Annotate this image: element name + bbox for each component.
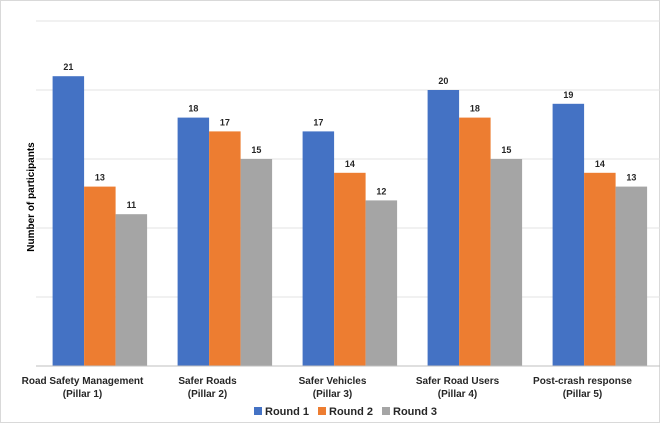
data-label: 17 bbox=[220, 117, 230, 127]
legend-label: Round 3 bbox=[393, 406, 437, 418]
category-label: (Pillar 5) bbox=[563, 389, 602, 400]
legend-item: Round 3 bbox=[382, 406, 437, 418]
bar bbox=[552, 103, 585, 367]
bar bbox=[84, 186, 116, 366]
legend-label: Round 1 bbox=[265, 406, 309, 418]
data-label: 14 bbox=[595, 159, 605, 169]
bar bbox=[459, 117, 491, 366]
data-label: 19 bbox=[563, 90, 573, 100]
y-axis-label: Number of participants bbox=[26, 142, 37, 252]
category-label: Post-crash response bbox=[533, 376, 632, 387]
legend-label: Round 2 bbox=[329, 406, 373, 418]
legend-swatch bbox=[254, 407, 262, 415]
category-labels: Road Safety Management (Pillar 1) Safer Ro… bbox=[22, 376, 633, 400]
category-label: Safer Vehicles bbox=[299, 376, 367, 387]
bar bbox=[584, 172, 616, 366]
data-label: 15 bbox=[251, 145, 261, 155]
bar bbox=[240, 159, 273, 366]
bar bbox=[365, 200, 398, 366]
data-label: 18 bbox=[470, 104, 480, 114]
data-label: 14 bbox=[345, 159, 355, 169]
category-label: Safer Roads bbox=[178, 376, 237, 387]
data-label: 21 bbox=[63, 62, 73, 72]
bar bbox=[115, 214, 148, 366]
legend-item: Round 2 bbox=[318, 406, 373, 418]
category-label: (Pillar 1) bbox=[63, 389, 102, 400]
bar bbox=[334, 172, 366, 366]
bars bbox=[52, 76, 648, 367]
bar bbox=[427, 90, 460, 366]
data-label: 20 bbox=[438, 76, 448, 86]
bar bbox=[209, 131, 241, 366]
bar bbox=[177, 117, 210, 366]
category-label: Safer Road Users bbox=[416, 376, 500, 387]
bar bbox=[52, 76, 85, 366]
category-label: (Pillar 4) bbox=[438, 389, 477, 400]
data-label: 13 bbox=[626, 173, 636, 183]
legend-swatch bbox=[318, 407, 326, 415]
category-label: (Pillar 3) bbox=[313, 389, 352, 400]
legend: Round 1 Round 2 Round 3 bbox=[254, 406, 437, 418]
bar bbox=[490, 159, 523, 366]
data-label: 12 bbox=[376, 186, 386, 196]
bar bbox=[615, 186, 648, 366]
category-label: Road Safety Management bbox=[22, 376, 144, 387]
data-label: 11 bbox=[127, 200, 137, 210]
data-label: 17 bbox=[313, 117, 323, 127]
bar bbox=[302, 131, 335, 366]
data-labels: 21 13 11 18 17 15 17 14 12 20 18 15 19 14 13 bbox=[63, 62, 636, 210]
data-label: 18 bbox=[188, 104, 198, 114]
data-label: 15 bbox=[501, 145, 511, 155]
data-label: 13 bbox=[95, 173, 105, 183]
category-label: (Pillar 2) bbox=[188, 389, 227, 400]
legend-item: Round 1 bbox=[254, 406, 309, 418]
legend-swatch bbox=[382, 407, 390, 415]
